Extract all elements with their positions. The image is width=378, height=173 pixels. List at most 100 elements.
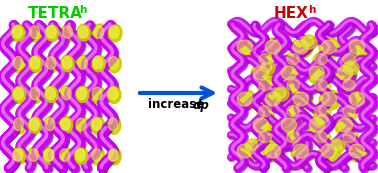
Polygon shape bbox=[108, 24, 122, 42]
Polygon shape bbox=[30, 57, 40, 69]
Polygon shape bbox=[28, 24, 42, 42]
Polygon shape bbox=[31, 57, 40, 69]
Polygon shape bbox=[61, 24, 75, 42]
Polygon shape bbox=[29, 117, 42, 133]
Polygon shape bbox=[46, 25, 59, 41]
Polygon shape bbox=[237, 40, 253, 54]
Polygon shape bbox=[110, 27, 119, 38]
Polygon shape bbox=[58, 147, 72, 165]
Polygon shape bbox=[94, 26, 104, 38]
Polygon shape bbox=[12, 116, 26, 134]
Polygon shape bbox=[93, 57, 103, 69]
Polygon shape bbox=[257, 78, 275, 94]
Polygon shape bbox=[281, 66, 297, 80]
Polygon shape bbox=[109, 57, 118, 69]
Polygon shape bbox=[60, 118, 70, 131]
Polygon shape bbox=[246, 140, 258, 150]
Polygon shape bbox=[291, 38, 313, 58]
Polygon shape bbox=[291, 90, 313, 110]
Polygon shape bbox=[285, 78, 303, 94]
Text: increase: increase bbox=[148, 98, 209, 112]
Polygon shape bbox=[43, 147, 57, 165]
Polygon shape bbox=[337, 118, 353, 132]
Polygon shape bbox=[315, 54, 327, 65]
Polygon shape bbox=[263, 38, 285, 58]
Polygon shape bbox=[45, 24, 59, 42]
Polygon shape bbox=[46, 87, 56, 100]
Polygon shape bbox=[343, 80, 355, 91]
Polygon shape bbox=[235, 38, 257, 58]
Polygon shape bbox=[63, 26, 73, 38]
Polygon shape bbox=[313, 78, 331, 94]
Polygon shape bbox=[14, 150, 23, 161]
Polygon shape bbox=[259, 132, 271, 143]
Polygon shape bbox=[341, 130, 359, 146]
Polygon shape bbox=[293, 92, 308, 106]
Polygon shape bbox=[245, 139, 261, 153]
Polygon shape bbox=[237, 144, 253, 158]
Polygon shape bbox=[44, 149, 54, 161]
Polygon shape bbox=[281, 118, 297, 132]
Polygon shape bbox=[263, 90, 285, 110]
Polygon shape bbox=[13, 149, 23, 161]
Polygon shape bbox=[47, 27, 56, 38]
Polygon shape bbox=[313, 130, 331, 146]
Polygon shape bbox=[76, 55, 90, 73]
Polygon shape bbox=[309, 66, 325, 80]
Polygon shape bbox=[335, 116, 357, 136]
Polygon shape bbox=[29, 118, 39, 131]
Polygon shape bbox=[12, 55, 26, 73]
Polygon shape bbox=[293, 144, 308, 158]
Text: TETRA: TETRA bbox=[28, 6, 82, 20]
Polygon shape bbox=[315, 113, 331, 127]
Polygon shape bbox=[293, 40, 308, 54]
Polygon shape bbox=[76, 150, 85, 161]
Polygon shape bbox=[343, 132, 355, 143]
Polygon shape bbox=[263, 142, 285, 162]
Polygon shape bbox=[287, 106, 299, 117]
Polygon shape bbox=[313, 52, 331, 68]
Polygon shape bbox=[78, 26, 88, 38]
Polygon shape bbox=[11, 24, 25, 42]
Polygon shape bbox=[62, 57, 71, 69]
Polygon shape bbox=[79, 27, 88, 38]
Polygon shape bbox=[59, 116, 73, 134]
Polygon shape bbox=[259, 54, 271, 65]
Polygon shape bbox=[77, 57, 87, 69]
Polygon shape bbox=[13, 27, 22, 38]
Polygon shape bbox=[319, 90, 341, 110]
Polygon shape bbox=[235, 142, 257, 162]
Polygon shape bbox=[76, 149, 85, 161]
Polygon shape bbox=[12, 147, 26, 165]
Polygon shape bbox=[77, 87, 87, 100]
Polygon shape bbox=[28, 116, 42, 134]
Polygon shape bbox=[279, 116, 301, 136]
Polygon shape bbox=[287, 132, 299, 143]
Polygon shape bbox=[60, 149, 70, 161]
Polygon shape bbox=[91, 117, 104, 133]
Polygon shape bbox=[259, 80, 271, 91]
Polygon shape bbox=[253, 66, 269, 80]
Polygon shape bbox=[92, 87, 102, 100]
Polygon shape bbox=[75, 85, 89, 103]
Polygon shape bbox=[13, 26, 23, 38]
Polygon shape bbox=[27, 147, 41, 165]
Polygon shape bbox=[107, 85, 121, 103]
Polygon shape bbox=[76, 118, 86, 131]
Polygon shape bbox=[45, 86, 58, 102]
Polygon shape bbox=[77, 25, 90, 41]
Polygon shape bbox=[337, 66, 353, 80]
Polygon shape bbox=[313, 104, 331, 120]
Polygon shape bbox=[287, 54, 299, 65]
Polygon shape bbox=[260, 62, 272, 72]
Polygon shape bbox=[93, 57, 102, 69]
Polygon shape bbox=[46, 26, 56, 38]
Polygon shape bbox=[319, 38, 341, 58]
Polygon shape bbox=[29, 56, 42, 72]
Polygon shape bbox=[92, 55, 106, 73]
Polygon shape bbox=[349, 40, 365, 54]
Polygon shape bbox=[251, 116, 273, 136]
Polygon shape bbox=[349, 92, 365, 106]
Polygon shape bbox=[257, 52, 275, 68]
Polygon shape bbox=[257, 104, 275, 120]
